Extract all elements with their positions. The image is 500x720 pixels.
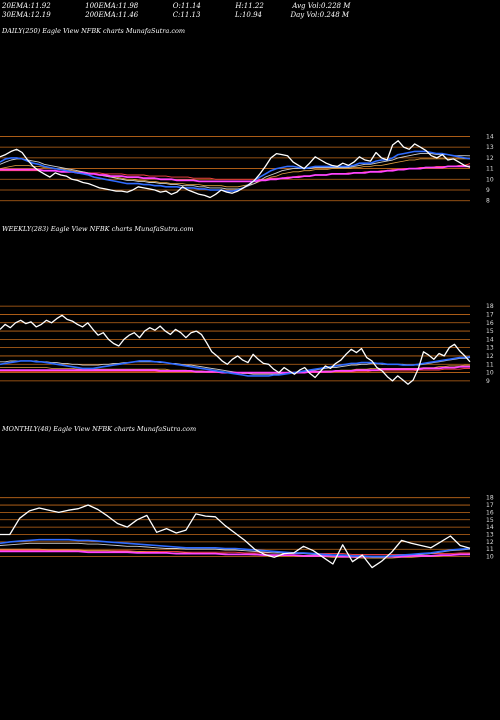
daily-tick-label: 13 <box>486 144 494 151</box>
weekly-ema-d-line <box>0 365 470 374</box>
ema100-label: 100EMA: <box>85 2 119 10</box>
monthly-tick-label: 16 <box>486 509 494 516</box>
high-value: 11.22 <box>243 2 264 10</box>
monthly-tick-label: 12 <box>486 539 494 546</box>
avg-vol-value: 0.228 M <box>320 2 351 10</box>
monthly-tick-label: 10 <box>486 554 494 561</box>
monthly-tick-label: 11 <box>486 546 494 553</box>
weekly-tick-label: 16 <box>486 320 494 327</box>
weekly-tick-label: 17 <box>486 311 494 318</box>
avg-vol-label: Avg Vol: <box>292 2 321 10</box>
daily-panel: 14 13 12 11 10 9 8 <box>0 133 494 205</box>
monthly-tick-label: 15 <box>486 517 494 524</box>
weekly-tick-label: 15 <box>486 328 494 335</box>
day-vol-label: Day Vol: <box>290 11 320 19</box>
weekly-tick-label: 13 <box>486 345 494 352</box>
daily-ema-b-line <box>0 153 471 190</box>
weekly-tick-label: 14 <box>486 336 494 343</box>
low-label: L: <box>234 11 242 19</box>
daily-tick-label: 14 <box>486 133 494 140</box>
header-row-1: 20EMA:11.92 100EMA:11.98 O:11.14 H:11.22… <box>2 2 350 10</box>
daily-tick-label: 9 <box>486 187 490 194</box>
ema20-label: 20EMA: <box>2 2 31 10</box>
daily-tick-label: 11 <box>486 166 494 173</box>
monthly-tick-label: 17 <box>486 502 494 509</box>
ema30-value: 12.19 <box>30 11 51 19</box>
high-label: H: <box>235 2 244 10</box>
ema200-label: 200EMA: <box>85 11 119 19</box>
monthly-tick-label: 13 <box>486 532 494 539</box>
weekly-panel-title: WEEKLY(283) Eagle View NFBK charts Munaf… <box>2 225 194 233</box>
daily-ema-a-line <box>0 150 471 192</box>
daily-tick-label: 12 <box>486 155 494 162</box>
weekly-price-line <box>0 314 471 385</box>
daily-tick-label: 10 <box>486 176 494 183</box>
ema30-label: 30EMA: <box>2 11 31 19</box>
header-row-2: 30EMA:12.19 200EMA:11.46 C:11.13 L:10.94… <box>2 11 349 19</box>
day-vol-value: 0.248 M <box>319 11 350 19</box>
weekly-ema-a-line <box>0 356 471 377</box>
monthly-ema-a-line <box>0 538 471 558</box>
daily-price-line <box>0 140 471 199</box>
monthly-tick-label: 14 <box>486 524 494 531</box>
weekly-tick-label: 12 <box>486 353 494 360</box>
close-value: 11.13 <box>180 11 201 19</box>
weekly-tick-label: 18 <box>486 303 494 310</box>
monthly-panel-title: MONTHLY(48) Eagle View NFBK charts Munaf… <box>2 425 197 433</box>
weekly-tick-label: 9 <box>486 378 490 385</box>
open-value: 11.14 <box>180 2 201 10</box>
weekly-tick-label: 11 <box>486 361 494 368</box>
monthly-price-line <box>0 504 471 569</box>
daily-tick-label: 8 <box>486 198 490 205</box>
low-value: 10.94 <box>241 11 262 19</box>
close-label: C: <box>172 11 181 19</box>
ema200-value: 11.46 <box>118 11 139 19</box>
daily-ema-c-line <box>0 158 470 188</box>
ema100-value: 11.98 <box>118 2 139 10</box>
weekly-tick-label: 10 <box>486 370 494 377</box>
monthly-tick-label: 18 <box>486 495 494 502</box>
ema20-value: 11.92 <box>30 2 51 10</box>
daily-panel-title: DAILY(250) Eagle View NFBK charts Munafa… <box>2 27 186 35</box>
open-label: O: <box>172 2 181 10</box>
